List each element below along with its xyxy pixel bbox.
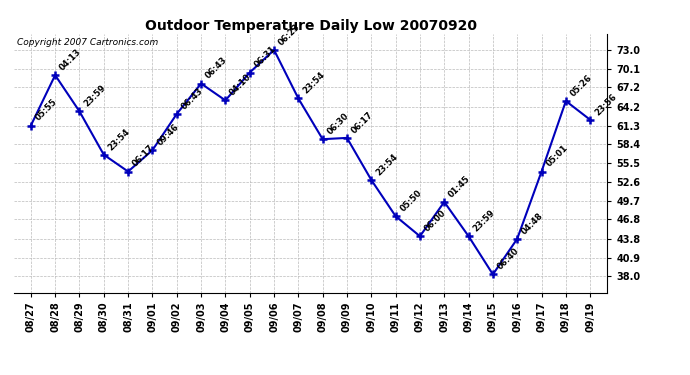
Text: 05:50: 05:50 [398,188,424,213]
Title: Outdoor Temperature Daily Low 20070920: Outdoor Temperature Daily Low 20070920 [144,19,477,33]
Text: 23:56: 23:56 [593,92,618,117]
Text: 06:43: 06:43 [179,86,205,111]
Text: 06:17: 06:17 [350,110,375,135]
Text: 23:54: 23:54 [106,127,132,152]
Text: 01:45: 01:45 [447,174,473,199]
Text: 06:31: 06:31 [253,45,277,70]
Text: 06:23: 06:23 [277,22,302,47]
Text: Copyright 2007 Cartronics.com: Copyright 2007 Cartronics.com [17,38,158,46]
Text: 05:01: 05:01 [544,144,569,169]
Text: 23:59: 23:59 [82,83,108,109]
Text: 05:26: 05:26 [569,73,594,98]
Text: 05:55: 05:55 [34,98,59,123]
Text: 06:00: 06:00 [423,209,448,234]
Text: 09:46: 09:46 [155,122,180,147]
Text: 04:48: 04:48 [520,211,545,236]
Text: 04:10: 04:10 [228,72,253,98]
Text: 06:30: 06:30 [326,111,351,136]
Text: 23:54: 23:54 [301,70,326,96]
Text: 23:59: 23:59 [471,208,497,234]
Text: 04:13: 04:13 [58,47,83,72]
Text: 06:40: 06:40 [495,246,521,272]
Text: 23:54: 23:54 [374,152,400,177]
Text: 06:43: 06:43 [204,56,229,81]
Text: 06:17: 06:17 [131,144,156,169]
